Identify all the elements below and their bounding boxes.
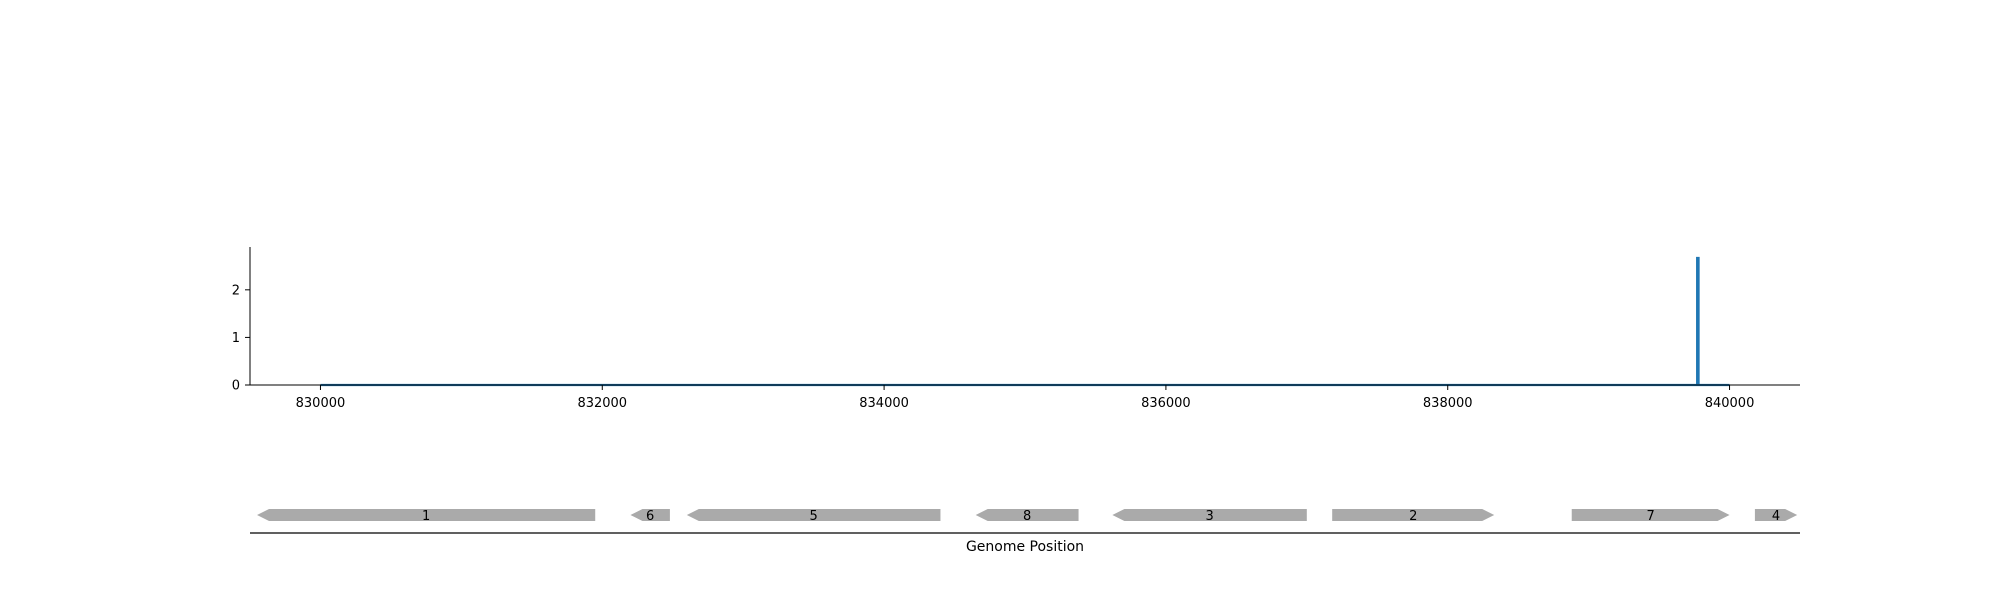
coverage-plot bbox=[320, 256, 1730, 387]
x-tick-label: 836000 bbox=[1141, 396, 1191, 411]
gene-arrow bbox=[1754, 509, 1798, 521]
coverage-line bbox=[320, 256, 1730, 387]
gene-label: 4 bbox=[1772, 509, 1780, 524]
gene-label: 7 bbox=[1646, 509, 1654, 524]
x-tick-label: 834000 bbox=[859, 396, 909, 411]
y-tick-label: 2 bbox=[232, 283, 240, 298]
x-tick-label: 840000 bbox=[1705, 396, 1755, 411]
gene-arrow bbox=[630, 509, 670, 521]
gene-label: 3 bbox=[1205, 509, 1213, 524]
gene-arrow bbox=[1112, 509, 1307, 521]
gene-arrow bbox=[975, 509, 1079, 521]
gene-label: 6 bbox=[646, 509, 654, 524]
gene-arrow bbox=[686, 509, 941, 521]
gene-label: 2 bbox=[1409, 509, 1417, 524]
gene-arrow bbox=[1571, 509, 1730, 521]
x-axis-title: Genome Position bbox=[966, 539, 1084, 555]
y-tick-label: 1 bbox=[232, 331, 240, 346]
gene-arrow bbox=[1332, 509, 1495, 521]
gene-label: 1 bbox=[422, 509, 430, 524]
gene-track: 1 6 5 8 3 2 7 4 bbox=[250, 509, 1800, 534]
gene-label: 8 bbox=[1023, 509, 1031, 524]
x-tick-label: 830000 bbox=[296, 396, 346, 411]
y-axis: 0 1 2 bbox=[232, 247, 251, 394]
y-tick-label: 0 bbox=[232, 379, 240, 394]
x-tick-label: 832000 bbox=[577, 396, 627, 411]
gene-arrow bbox=[257, 509, 596, 521]
x-axis: 830000 832000 834000 836000 838000 840000 bbox=[250, 384, 1800, 411]
gene-label: 5 bbox=[809, 509, 817, 524]
x-tick-label: 838000 bbox=[1423, 396, 1473, 411]
